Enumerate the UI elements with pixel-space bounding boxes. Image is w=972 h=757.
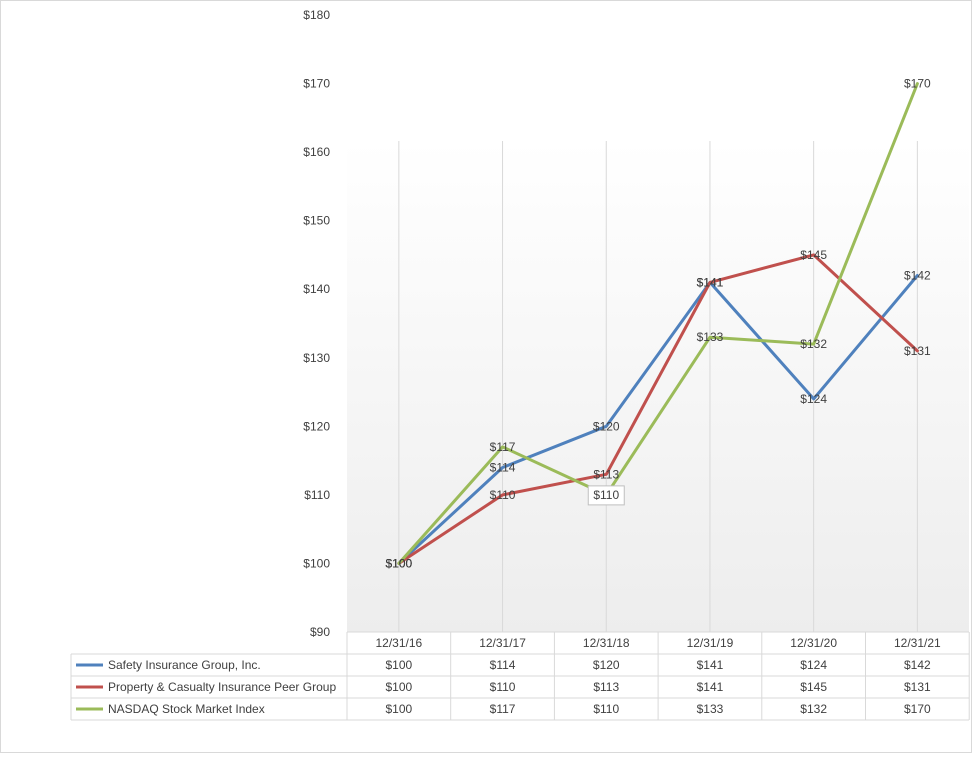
- series-lines: [397, 82, 919, 565]
- plot-area-background: [347, 141, 969, 632]
- table-cell: $131: [904, 680, 931, 694]
- series-line-1: [397, 253, 919, 565]
- data-label: $133: [697, 330, 724, 344]
- table-cell: $133: [697, 702, 724, 716]
- data-table: 12/31/16 12/31/17 12/31/18 12/31/19 12/31/20…: [70, 631, 970, 721]
- y-tick-label: $160: [303, 145, 330, 159]
- y-tick-label: $100: [303, 556, 330, 570]
- x-tick-label: 12/31/16: [375, 636, 422, 650]
- data-label: $100: [385, 556, 412, 570]
- legend-entry: Safety Insurance Group, Inc.: [108, 658, 261, 672]
- data-label: $145: [800, 248, 827, 262]
- table-cell: $120: [593, 658, 620, 672]
- y-tick-label: $90: [310, 625, 330, 639]
- x-tick-label: 12/31/19: [687, 636, 734, 650]
- data-label: $120: [593, 419, 620, 433]
- table-cell: $142: [904, 658, 931, 672]
- data-label: $141: [697, 275, 724, 289]
- table-cell: $100: [385, 702, 412, 716]
- data-label: $100: [385, 556, 412, 570]
- y-tick-label: $170: [303, 77, 330, 91]
- data-label: $170: [904, 77, 931, 91]
- data-label: $110: [490, 488, 516, 502]
- data-label: $132: [800, 337, 827, 351]
- table-cell: $132: [800, 702, 827, 716]
- table-cell: $113: [593, 680, 619, 694]
- data-label: $117: [490, 440, 516, 454]
- data-label: $110: [593, 488, 619, 502]
- table-cell: $114: [490, 658, 516, 672]
- table-cell: $124: [800, 658, 827, 672]
- series-line-0: [397, 274, 919, 565]
- table-cell: $100: [385, 680, 412, 694]
- x-tick-label: 12/31/17: [479, 636, 526, 650]
- y-tick-label: $150: [303, 214, 330, 228]
- data-label: $124: [800, 392, 827, 406]
- data-label: $131: [904, 344, 931, 358]
- table-cell: $100: [385, 658, 412, 672]
- legend-entry: Property & Casualty Insurance Peer Group: [108, 680, 336, 694]
- table-cell: $170: [904, 702, 931, 716]
- table-cell: $145: [800, 680, 827, 694]
- y-axis-ticks: $90 $100 $110 $120 $130 $140 $150 $160 $170 $180: [303, 8, 330, 639]
- data-labels: $100$114$120$141$124$142$100$110$113$141…: [385, 77, 931, 571]
- y-tick-label: $140: [303, 282, 330, 296]
- data-label-box: [587, 485, 625, 506]
- x-tick-label: 12/31/20: [790, 636, 837, 650]
- table-cell: $110: [490, 680, 516, 694]
- y-tick-label: $110: [304, 488, 330, 502]
- data-label: $141: [697, 275, 724, 289]
- table-cell: $141: [697, 680, 724, 694]
- table-cell: $110: [593, 702, 619, 716]
- series-line-2: [397, 82, 919, 565]
- y-tick-label: $130: [303, 351, 330, 365]
- x-tick-label: 12/31/21: [894, 636, 941, 650]
- y-tick-label: $120: [303, 419, 330, 433]
- data-label: $100: [385, 556, 412, 570]
- data-label: $142: [904, 269, 931, 283]
- x-tick-label: 12/31/18: [583, 636, 630, 650]
- data-label: $113: [593, 467, 619, 481]
- table-cell: $117: [490, 702, 516, 716]
- data-label: $114: [490, 460, 516, 474]
- y-tick-label: $180: [303, 8, 330, 22]
- legend-entry: NASDAQ Stock Market Index: [108, 702, 265, 716]
- table-cell: $141: [697, 658, 724, 672]
- gridlines: [398, 141, 918, 632]
